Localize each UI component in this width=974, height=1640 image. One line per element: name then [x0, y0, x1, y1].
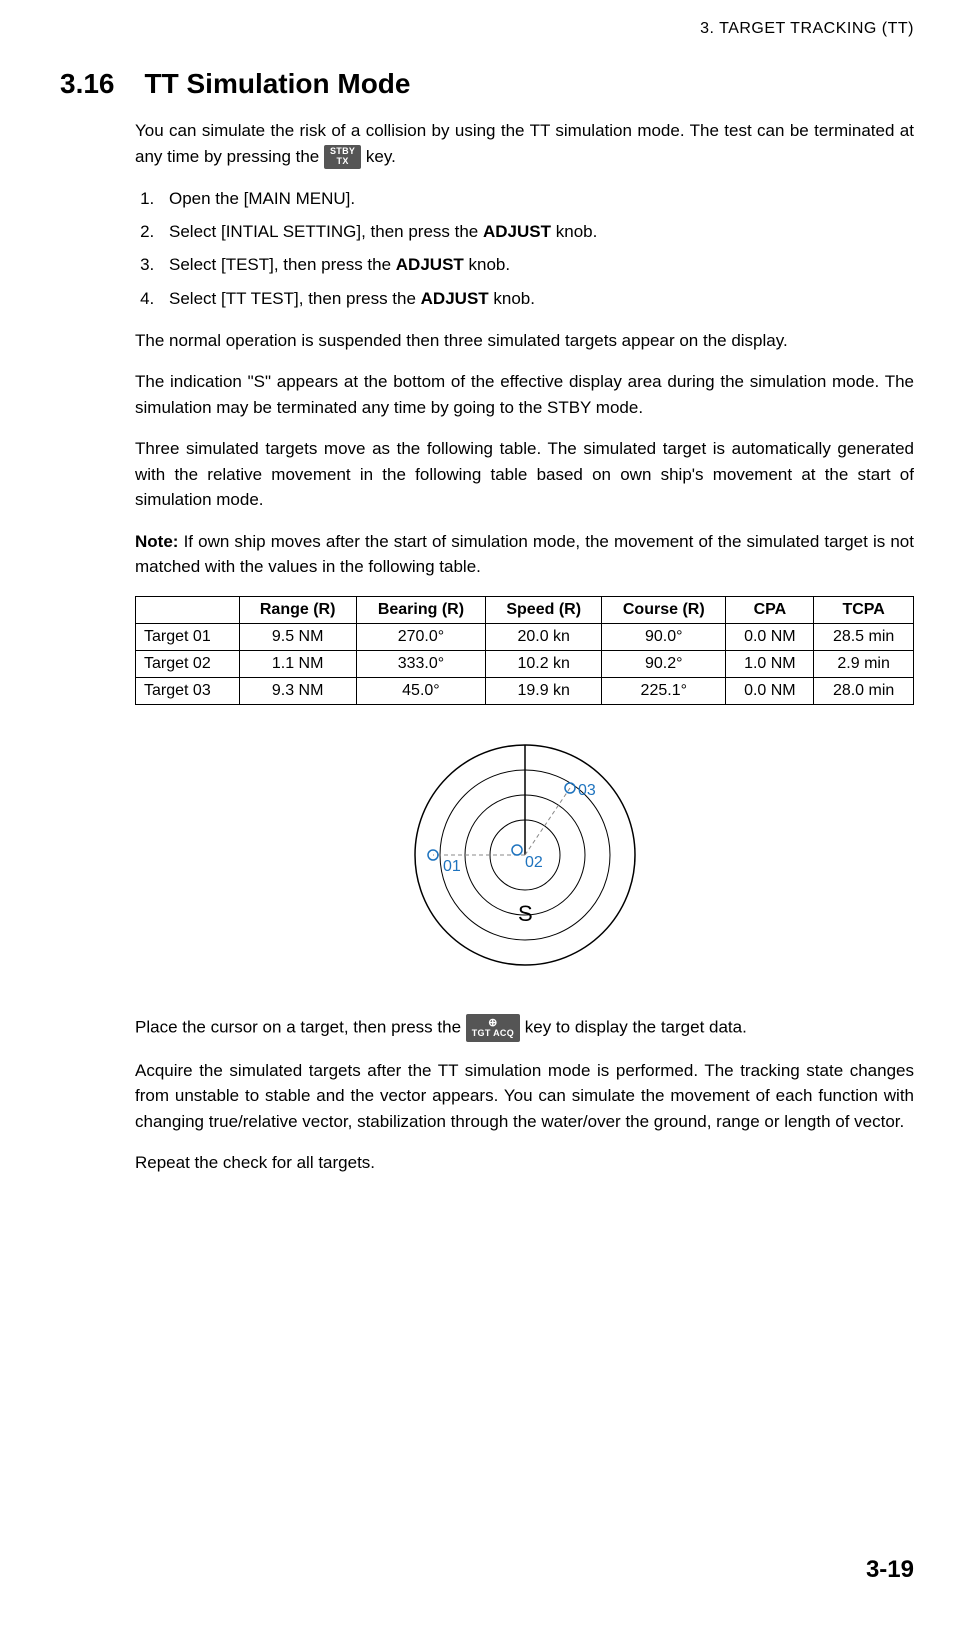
table-row: Target 01 9.5 NM 270.0° 20.0 kn 90.0° 0.… — [136, 623, 914, 650]
col-blank — [136, 596, 240, 623]
step-3b: ADJUST — [396, 255, 464, 274]
cell: 270.0° — [356, 623, 486, 650]
step-2c: knob. — [551, 222, 597, 241]
cell: Target 03 — [136, 677, 240, 704]
cell: 90.0° — [602, 623, 726, 650]
cell: 0.0 NM — [726, 677, 814, 704]
step-4b: ADJUST — [421, 289, 489, 308]
cell: 28.5 min — [814, 623, 914, 650]
step-4c: knob. — [489, 289, 535, 308]
s-indicator: S — [518, 901, 533, 926]
cell: Target 02 — [136, 650, 240, 677]
dash-03 — [525, 788, 570, 855]
note-paragraph: Note: If own ship moves after the start … — [135, 529, 914, 580]
cell: 9.5 NM — [239, 623, 356, 650]
cell: 2.9 min — [814, 650, 914, 677]
intro-text-2: key. — [366, 147, 396, 166]
cell: 9.3 NM — [239, 677, 356, 704]
section-heading: TT Simulation Mode — [145, 68, 411, 100]
tgt-acq-label: TGT ACQ — [472, 1028, 514, 1038]
cell: 225.1° — [602, 677, 726, 704]
step-2a: Select [INTIAL SETTING], then press the — [169, 222, 483, 241]
col-course: Course (R) — [602, 596, 726, 623]
step-1: Open the [MAIN MENU]. — [159, 185, 914, 212]
target-02-icon — [512, 845, 522, 855]
stby-tx-key-icon: STBY TX — [324, 145, 361, 169]
cell: 45.0° — [356, 677, 486, 704]
section-number: 3.16 — [60, 68, 115, 100]
cell: 0.0 NM — [726, 623, 814, 650]
acquire-paragraph: Acquire the simulated targets after the … — [135, 1058, 914, 1135]
note-text: If own ship moves after the start of sim… — [135, 532, 914, 577]
para-indication-s: The indication "S" appears at the bottom… — [135, 369, 914, 420]
cell: 1.0 NM — [726, 650, 814, 677]
step-4a: Select [TT TEST], then press the — [169, 289, 421, 308]
page-number: 3-19 — [60, 1556, 914, 1584]
radar-diagram: 01 02 03 S — [135, 725, 914, 990]
target-03-label: 03 — [578, 782, 596, 799]
section-title: 3.16 TT Simulation Mode — [60, 68, 914, 100]
col-cpa: CPA — [726, 596, 814, 623]
target-02-label: 02 — [525, 854, 543, 871]
para-three-targets: Three simulated targets move as the foll… — [135, 436, 914, 513]
col-speed: Speed (R) — [486, 596, 602, 623]
cell: 10.2 kn — [486, 650, 602, 677]
step-3: Select [TEST], then press the ADJUST kno… — [159, 251, 914, 278]
cursor-text-2: key to display the target data. — [525, 1017, 747, 1036]
cursor-paragraph: Place the cursor on a target, then press… — [135, 1014, 914, 1042]
table-row: Target 02 1.1 NM 333.0° 10.2 kn 90.2° 1.… — [136, 650, 914, 677]
cursor-text-1: Place the cursor on a target, then press… — [135, 1017, 466, 1036]
step-3a: Select [TEST], then press the — [169, 255, 396, 274]
note-label: Note: — [135, 532, 178, 551]
key-line1: STBY — [330, 146, 355, 156]
cell: 333.0° — [356, 650, 486, 677]
intro-text-1: You can simulate the risk of a collision… — [135, 121, 914, 166]
content-body: You can simulate the risk of a collision… — [135, 118, 914, 1176]
target-01-label: 01 — [443, 858, 461, 875]
col-range: Range (R) — [239, 596, 356, 623]
tgt-acq-key-icon: ⊕TGT ACQ — [466, 1014, 520, 1042]
col-tcpa: TCPA — [814, 596, 914, 623]
targets-table: Range (R) Bearing (R) Speed (R) Course (… — [135, 596, 914, 705]
table-row: Target 03 9.3 NM 45.0° 19.9 kn 225.1° 0.… — [136, 677, 914, 704]
cell: 19.9 kn — [486, 677, 602, 704]
steps-list: Open the [MAIN MENU]. Select [INTIAL SET… — [159, 185, 914, 312]
radar-svg: 01 02 03 S — [395, 725, 655, 985]
key-line2: TX — [337, 156, 349, 166]
step-4: Select [TT TEST], then press the ADJUST … — [159, 285, 914, 312]
table-header-row: Range (R) Bearing (R) Speed (R) Course (… — [136, 596, 914, 623]
para-normal-op: The normal operation is suspended then t… — [135, 328, 914, 354]
cell: 1.1 NM — [239, 650, 356, 677]
cell: 90.2° — [602, 650, 726, 677]
cell: 28.0 min — [814, 677, 914, 704]
col-bearing: Bearing (R) — [356, 596, 486, 623]
intro-paragraph: You can simulate the risk of a collision… — [135, 118, 914, 169]
cell: Target 01 — [136, 623, 240, 650]
step-3c: knob. — [464, 255, 510, 274]
cell: 20.0 kn — [486, 623, 602, 650]
step-2: Select [INTIAL SETTING], then press the … — [159, 218, 914, 245]
chapter-header: 3. TARGET TRACKING (TT) — [60, 20, 914, 38]
repeat-paragraph: Repeat the check for all targets. — [135, 1150, 914, 1176]
step-2b: ADJUST — [483, 222, 551, 241]
